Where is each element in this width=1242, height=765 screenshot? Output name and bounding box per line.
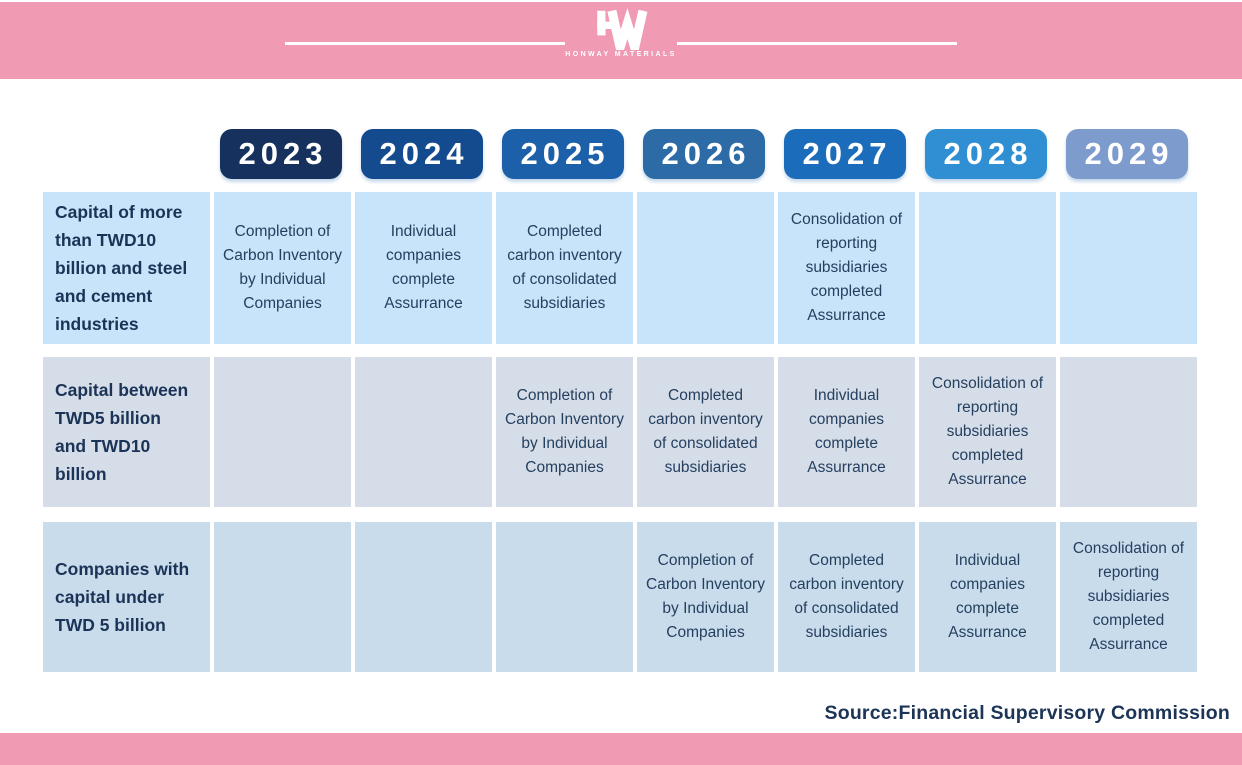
table-cell-2029 — [1060, 357, 1197, 507]
year-pill-2027: 2027 — [783, 129, 906, 179]
table-cell-2023: Completion of Carbon Inventory by Indivi… — [214, 192, 351, 344]
table-cell-2024 — [355, 357, 492, 507]
timeline-years: 2023 2024 2025 2026 2027 2028 2029 — [43, 129, 1197, 179]
header-band: HONWAY MATERIALS — [0, 2, 1242, 79]
table-cell-2023 — [214, 357, 351, 507]
table-cell-2029: Consolidation of reporting subsidiaries … — [1060, 522, 1197, 672]
brand-name: HONWAY MATERIALS — [565, 51, 677, 58]
year-pill-2029: 2029 — [1065, 129, 1188, 179]
table-cell-2024: Individual companies complete Assurrance — [355, 192, 492, 344]
table-cell-2027: Individual companies complete Assurrance — [778, 357, 915, 507]
table-cell-2023 — [214, 522, 351, 672]
table-cell-2025: Completed carbon inventory of consolidat… — [496, 192, 633, 344]
year-pill-2024: 2024 — [360, 129, 483, 179]
hw-monogram-icon — [0, 8, 1242, 50]
row-label: Companies with capital under TWD 5 billi… — [43, 522, 210, 672]
header-rule-left — [285, 42, 565, 45]
table-cell-2025 — [496, 522, 633, 672]
header-rule-right — [677, 42, 957, 45]
table-row-small-capital: Companies with capital under TWD 5 billi… — [43, 522, 1197, 672]
table-cell-2026: Completion of Carbon Inventory by Indivi… — [637, 522, 774, 672]
table-cell-2027: Completed carbon inventory of consolidat… — [778, 522, 915, 672]
footer-band — [0, 733, 1242, 765]
table-cell-2026 — [637, 192, 774, 344]
year-pill-2028: 2028 — [924, 129, 1047, 179]
table-row-mid-capital: Capital between TWD5 billion and TWD10 b… — [43, 357, 1197, 507]
year-pill-2026: 2026 — [642, 129, 765, 179]
table-cell-2029 — [1060, 192, 1197, 344]
table-cell-2024 — [355, 522, 492, 672]
table-cell-2028: Consolidation of reporting subsidiaries … — [919, 357, 1056, 507]
year-pill-2025: 2025 — [501, 129, 624, 179]
year-row-spacer — [43, 129, 210, 179]
brand-logo: HONWAY MATERIALS — [0, 8, 1242, 58]
table-cell-2028: Individual companies complete Assurrance — [919, 522, 1056, 672]
row-label: Capital between TWD5 billion and TWD10 b… — [43, 357, 210, 507]
row-label: Capital of more than TWD10 billion and s… — [43, 192, 210, 344]
table-cell-2026: Completed carbon inventory of consolidat… — [637, 357, 774, 507]
table-row-large-capital: Capital of more than TWD10 billion and s… — [43, 192, 1197, 344]
table-cell-2025: Completion of Carbon Inventory by Indivi… — [496, 357, 633, 507]
table-cell-2028 — [919, 192, 1056, 344]
year-pill-2023: 2023 — [219, 129, 342, 179]
source-note: Source:Financial Supervisory Commission — [824, 702, 1230, 724]
table-cell-2027: Consolidation of reporting subsidiaries … — [778, 192, 915, 344]
